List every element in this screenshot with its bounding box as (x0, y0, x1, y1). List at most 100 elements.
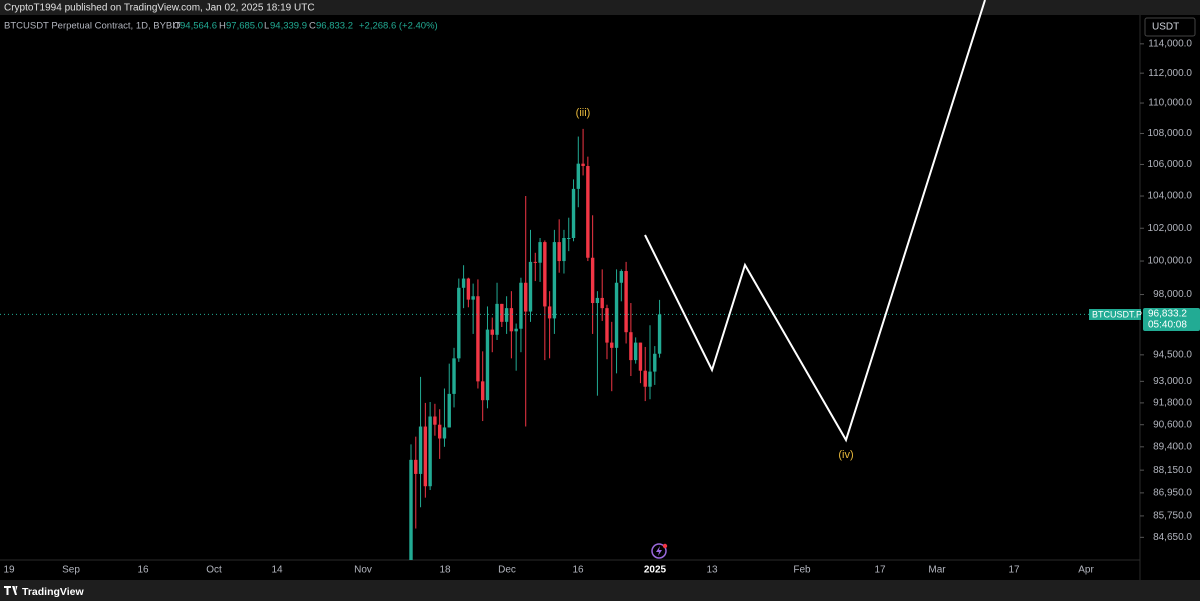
y-tick-label: 104,000.0 (1148, 191, 1193, 202)
x-tick-label: Mar (928, 565, 946, 576)
y-tick-label: 85,750.0 (1153, 511, 1192, 522)
candle-body (614, 282, 619, 348)
legend-c-label: C (309, 21, 316, 32)
y-tick-label: 112,000.0 (1148, 68, 1192, 79)
y-tick-label: 91,800.0 (1153, 398, 1192, 409)
candle-body (490, 329, 494, 335)
candle-body (643, 370, 647, 387)
candle-body (533, 261, 537, 263)
legend-h: 97,685.0 (226, 21, 263, 32)
candle-body (519, 282, 523, 329)
price-tag-bg (1143, 308, 1200, 331)
x-tick-label: 17 (874, 565, 886, 576)
x-tick-label: 16 (572, 565, 584, 576)
y-tick-label: 88,150.0 (1153, 465, 1192, 476)
legend-l-label: L (264, 21, 269, 32)
candles (0, 128, 1140, 560)
candle-body (423, 426, 428, 487)
x-tick-label: 14 (271, 565, 283, 576)
y-tick-label: 93,000.0 (1153, 376, 1192, 387)
currency-button[interactable] (1144, 17, 1196, 37)
x-tick-label: Feb (793, 565, 811, 576)
candle-body (524, 282, 528, 312)
candle-body (428, 416, 432, 487)
legend-symbol: BTCUSDT Perpetual Contract, 1D, BYBIT (4, 21, 181, 32)
candle-body (629, 332, 633, 361)
candle-body (638, 342, 643, 371)
y-tick-label: 110,000.0 (1148, 98, 1192, 109)
candle-body (514, 328, 518, 332)
candle-body (442, 427, 447, 439)
y-tick-label: 114,000.0 (1148, 38, 1192, 49)
candle-body (504, 308, 509, 322)
x-tick-label: Apr (1078, 565, 1094, 576)
candle-body (610, 342, 614, 348)
candle-body (485, 329, 490, 401)
candle-body (653, 353, 657, 372)
publish-info: CryptoT1994 published on TradingView.com… (4, 3, 315, 14)
x-tick-label: 2025 (644, 565, 667, 576)
event-circle[interactable] (651, 543, 667, 559)
candle-body (476, 296, 480, 382)
currency: USDT (1152, 22, 1179, 33)
candle-body (437, 424, 442, 439)
candle-body (567, 238, 571, 240)
y-tick-label: 86,950.0 (1153, 488, 1192, 499)
candle-body (414, 459, 418, 474)
footer-logo (4, 586, 18, 595)
x-tick-label: Dec (498, 565, 516, 576)
candle-body (481, 381, 485, 401)
candle-body (605, 308, 609, 343)
candle-body (471, 296, 475, 300)
y-tick-label: 89,400.0 (1153, 441, 1192, 452)
candle-body (495, 303, 499, 335)
wave-iv-label: (iv) (838, 449, 853, 461)
event-icon[interactable] (651, 543, 668, 559)
price-tag: BTCUSDT.P 96,833.2 05:40:08 (1089, 308, 1200, 331)
price-tag-symbol-bg (1089, 309, 1141, 320)
footer-brand: TradingView (22, 586, 84, 598)
wave-projection (644, 0, 986, 443)
candle-body (418, 426, 423, 474)
price-tag-price: 96,833.2 (1148, 309, 1187, 320)
candle-body (509, 308, 514, 332)
y-tick-label: 94,500.0 (1153, 349, 1192, 360)
legend-h-label: H (219, 21, 226, 32)
y-tick-label: 84,650.0 (1153, 532, 1192, 543)
legend-l: 94,339.9 (270, 21, 307, 32)
candle-body (447, 393, 451, 428)
candle-body (409, 459, 413, 560)
candle-body (648, 371, 652, 387)
candle-body (633, 342, 638, 361)
candle-body (586, 166, 590, 258)
price-tag-symbol: BTCUSDT.P (1092, 309, 1142, 319)
legend-change: +2,268.6 (+2.40%) (359, 21, 438, 32)
candle-body (543, 242, 547, 307)
candle-body (466, 278, 471, 300)
candle-body (619, 271, 624, 283)
candle-body (461, 278, 466, 288)
candle-body (433, 416, 437, 425)
candle-body (562, 238, 566, 262)
x-tick-label: 13 (706, 565, 718, 576)
x-tick-label: Oct (206, 565, 222, 576)
x-tick-label: 17 (1008, 565, 1020, 576)
x-tick-label: Nov (354, 565, 372, 576)
event-dot (662, 543, 668, 549)
candle-body (657, 314, 662, 354)
y-tick-label: 108,000.0 (1148, 128, 1193, 139)
legend: BTCUSDT Perpetual Contract, 1D, BYBIT O … (4, 21, 438, 32)
logo-mark (4, 586, 18, 595)
x-tick-label: 19 (3, 565, 15, 576)
candle-body (595, 297, 600, 304)
candle-body (552, 242, 557, 319)
y-tick-label: 106,000.0 (1148, 159, 1193, 170)
candle-body (581, 163, 585, 167)
price-tag-countdown: 05:40:08 (1148, 320, 1187, 331)
candle-body (457, 287, 461, 359)
top-bar (0, 0, 1200, 15)
x-tick-label: 16 (137, 565, 149, 576)
x-tick-label: 18 (439, 565, 451, 576)
